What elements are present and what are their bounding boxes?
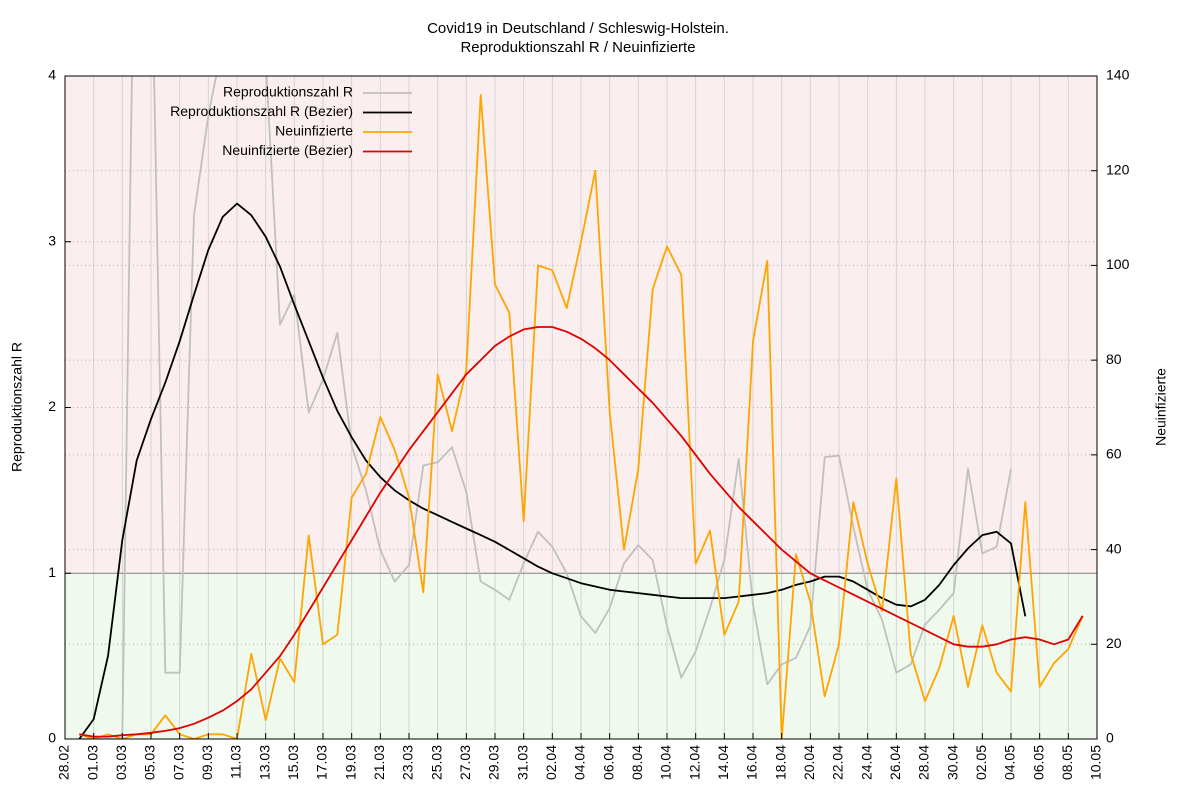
x-tick-label: 02.05 bbox=[973, 745, 989, 780]
y2-tick-label: 140 bbox=[1106, 67, 1130, 83]
series-line bbox=[78, 202, 1027, 739]
x-tick-label: 06.05 bbox=[1030, 745, 1046, 780]
axes: 28.02 01.03 03.03 05.03 07.03 09.03 11.03 13.03… bbox=[48, 67, 1129, 780]
y2-tick-label: 0 bbox=[1106, 730, 1114, 746]
x-tick-label: 03.03 bbox=[113, 745, 129, 780]
y-tick-label: 1 bbox=[48, 564, 56, 580]
x-tick-label: 22.04 bbox=[830, 745, 846, 780]
x-tick-label: 31.03 bbox=[514, 745, 530, 780]
x-tick-label: 10.04 bbox=[658, 745, 674, 780]
legend: Reproduktionszahl R Reproduktionszahl R (… bbox=[170, 84, 412, 158]
legend-label: Reproduktionszahl R bbox=[223, 84, 353, 100]
x-tick-label: 06.04 bbox=[600, 745, 616, 780]
y-axis-label: Reproduktionszahl R bbox=[9, 342, 25, 472]
x-tick-label: 05.03 bbox=[142, 745, 158, 780]
y-tick-label: 4 bbox=[48, 67, 56, 83]
y2-tick-label: 120 bbox=[1106, 161, 1130, 177]
chart-title: Covid19 in Deutschland / Schleswig-Holst… bbox=[427, 20, 729, 37]
y-tick-label: 2 bbox=[48, 398, 56, 414]
series-line bbox=[79, 94, 1084, 739]
x-tick-label: 14.04 bbox=[715, 745, 731, 780]
y2-tick-label: 60 bbox=[1106, 446, 1122, 462]
x-tick-label: 17.03 bbox=[314, 745, 330, 780]
x-tick-label: 26.04 bbox=[887, 745, 903, 780]
x-tick-label: 28.02 bbox=[56, 745, 72, 780]
y-tick-label: 3 bbox=[48, 232, 56, 248]
plot-frame bbox=[64, 75, 1098, 740]
legend-label: Neuinfizierte bbox=[275, 123, 353, 139]
y-tick-label: 0 bbox=[48, 730, 56, 746]
x-tick-label: 13.03 bbox=[256, 745, 272, 780]
x-tick-label: 01.03 bbox=[84, 745, 100, 780]
x-tick-label: 24.04 bbox=[858, 745, 874, 780]
plot-lines bbox=[78, 76, 1084, 739]
x-tick-label: 28.04 bbox=[916, 745, 932, 780]
legend-label: Neuinfizierte (Bezier) bbox=[222, 142, 353, 158]
x-tick-label: 19.03 bbox=[342, 745, 358, 780]
x-tick-label: 20.04 bbox=[801, 745, 817, 780]
x-tick-label: 27.03 bbox=[457, 745, 473, 780]
x-tick-label: 04.04 bbox=[572, 745, 588, 780]
x-tick-label: 16.04 bbox=[744, 745, 760, 780]
y2-tick-label: 40 bbox=[1106, 540, 1122, 556]
x-tick-label: 09.03 bbox=[199, 745, 215, 780]
x-tick-label: 21.03 bbox=[371, 745, 387, 780]
x-tick-label: 15.03 bbox=[285, 745, 301, 780]
x-tick-label: 12.04 bbox=[686, 745, 702, 780]
x-tick-label: 02.04 bbox=[543, 745, 559, 780]
x-tick-label: 18.04 bbox=[772, 745, 788, 780]
x-tick-label: 23.03 bbox=[400, 745, 416, 780]
x-tick-label: 11.03 bbox=[228, 745, 244, 779]
series-line bbox=[79, 76, 1012, 739]
x-tick-label: 30.04 bbox=[944, 745, 960, 780]
x-tick-label: 10.05 bbox=[1088, 745, 1104, 780]
x-tick-label: 29.03 bbox=[486, 745, 502, 780]
y2-tick-label: 100 bbox=[1106, 256, 1130, 272]
x-tick-label: 08.05 bbox=[1059, 745, 1075, 780]
y2-tick-label: 80 bbox=[1106, 351, 1122, 367]
legend-label: Reproduktionszahl R (Bezier) bbox=[170, 103, 353, 119]
x-tick-label: 07.03 bbox=[170, 745, 186, 780]
chart-subtitle: Reproduktionszahl R / Neuinfizierte bbox=[460, 39, 695, 56]
x-tick-label: 04.05 bbox=[1002, 745, 1018, 780]
y2-axis-label: Neuinfizierte bbox=[1153, 368, 1169, 446]
series-line bbox=[79, 326, 1084, 738]
y2-tick-label: 20 bbox=[1106, 635, 1122, 651]
x-tick-label: 08.04 bbox=[629, 745, 645, 780]
x-tick-label: 25.03 bbox=[428, 745, 444, 780]
